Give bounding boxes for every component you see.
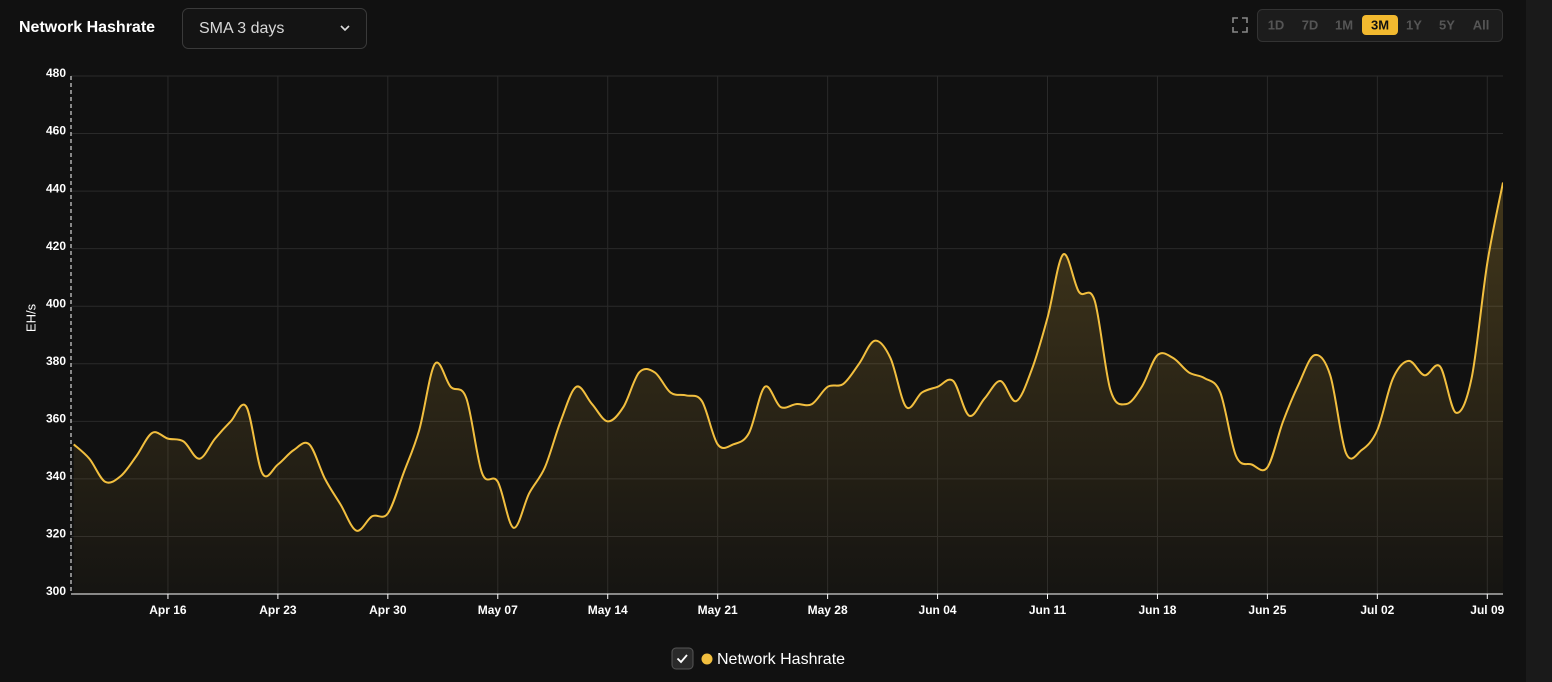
x-tick-label: Jun 18	[1138, 603, 1176, 617]
y-axis-label: EH/s	[23, 303, 38, 332]
y-tick-label: 400	[46, 296, 66, 310]
line	[73, 182, 1503, 532]
x-tick-label: May 14	[588, 603, 628, 617]
legend-marker	[701, 653, 713, 665]
range-button[interactable]: 7D	[1302, 17, 1319, 32]
y-tick-label: 360	[46, 412, 66, 426]
legend-check	[676, 654, 688, 664]
legend-checkbox[interactable]	[671, 647, 694, 670]
x-tick-label: May 21	[698, 603, 738, 617]
y-tick-label: 440	[46, 181, 66, 195]
range-button[interactable]: 1D	[1268, 17, 1285, 32]
x-tick-label: Apr 23	[259, 603, 297, 617]
y-tick-label: 480	[46, 66, 66, 80]
x-tick-label: Jun 11	[1029, 603, 1067, 617]
range-button[interactable]: All	[1473, 17, 1490, 32]
x-tick-label: Jun 25	[1248, 603, 1286, 617]
x-tick-label: May 07	[478, 603, 518, 617]
x-tick-label: Jul 09	[1470, 603, 1504, 617]
title: Network Hashrate	[19, 19, 155, 36]
x-tick-label: Apr 16	[149, 603, 187, 617]
dropdown-label: SMA 3 days	[199, 20, 284, 37]
y-tick-label: 420	[46, 239, 66, 253]
range-button-active[interactable]	[1362, 15, 1398, 35]
y-tick-label: 340	[46, 469, 66, 483]
line-area	[73, 182, 1503, 594]
side-strip	[1526, 0, 1552, 682]
y-tick-label: 380	[46, 354, 66, 368]
x-tick-label: Jun 04	[919, 603, 957, 617]
y-tick-label: 320	[46, 527, 66, 541]
dropdown[interactable]	[182, 8, 367, 49]
x-tick-label: Apr 30	[369, 603, 407, 617]
fullscreen-icon[interactable]	[1232, 17, 1248, 33]
range-button[interactable]: 1M	[1335, 17, 1353, 32]
range-button[interactable]: 1Y	[1406, 17, 1422, 32]
x-tick-label: May 28	[808, 603, 848, 617]
legend-label: Network Hashrate	[717, 651, 845, 668]
dropdown-chevron	[340, 25, 350, 32]
range-button[interactable]: 3M	[1371, 17, 1389, 32]
x-tick-label: Jul 02	[1360, 603, 1394, 617]
y-tick-label: 300	[46, 584, 66, 598]
y-tick-label: 460	[46, 124, 66, 138]
range-button[interactable]: 5Y	[1439, 17, 1455, 32]
